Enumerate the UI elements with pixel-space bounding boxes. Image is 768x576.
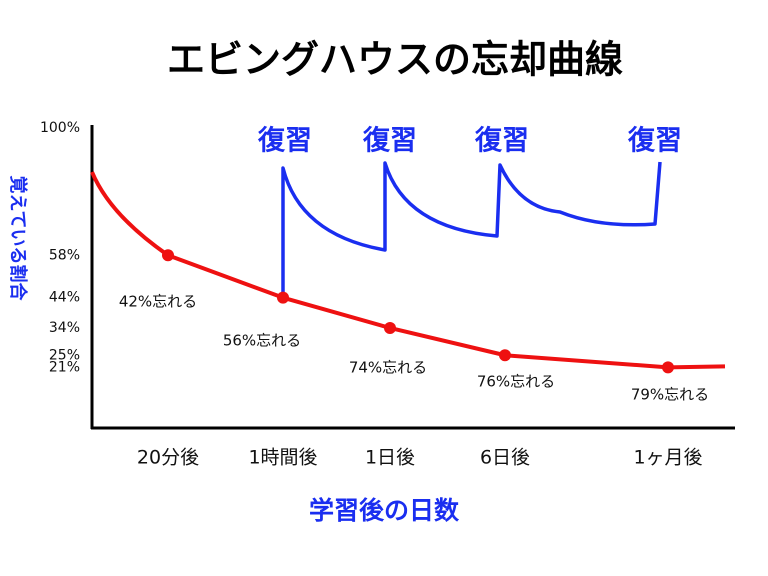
review-curve bbox=[281, 161, 662, 303]
annotation: 56%忘れる bbox=[223, 332, 301, 350]
y-tick-label: 44% bbox=[49, 290, 80, 306]
point bbox=[384, 321, 396, 334]
annotation: 76%忘れる bbox=[477, 373, 555, 391]
x-tick-label: 1ヶ月後 bbox=[633, 447, 702, 469]
y-tick-label: 34% bbox=[49, 320, 80, 336]
review-label: 復習 bbox=[257, 125, 312, 157]
y-tick-label: 100% bbox=[40, 120, 80, 136]
review-label: 復習 bbox=[474, 125, 529, 157]
annotation: 79%忘れる bbox=[631, 386, 709, 404]
line-lead bbox=[90, 171, 170, 257]
point bbox=[162, 249, 174, 262]
annotation: 74%忘れる bbox=[349, 359, 427, 377]
x-tick-label: 6日後 bbox=[480, 447, 530, 469]
x-tick-label: 1日後 bbox=[365, 447, 415, 469]
point bbox=[499, 349, 511, 362]
annotation: 42%忘れる bbox=[119, 293, 197, 311]
review-label: 復習 bbox=[627, 125, 682, 157]
x-axis-title: 学習後の日数 bbox=[309, 496, 460, 525]
x-tick-label: 1時間後 bbox=[248, 447, 317, 469]
y-axis-title: 覚えている割合 bbox=[7, 175, 29, 301]
review-label: 復習 bbox=[362, 125, 417, 157]
point bbox=[277, 291, 289, 304]
y-tick-label: 58% bbox=[49, 247, 80, 263]
y-tick-label: 25% bbox=[49, 347, 80, 363]
chart-title: エビングハウスの忘却曲線 bbox=[167, 38, 623, 82]
line bbox=[167, 253, 669, 370]
point bbox=[662, 361, 674, 374]
line-tail bbox=[667, 364, 726, 370]
y-tick-label: 21% bbox=[49, 359, 80, 375]
x-tick-label: 20分後 bbox=[137, 447, 199, 469]
